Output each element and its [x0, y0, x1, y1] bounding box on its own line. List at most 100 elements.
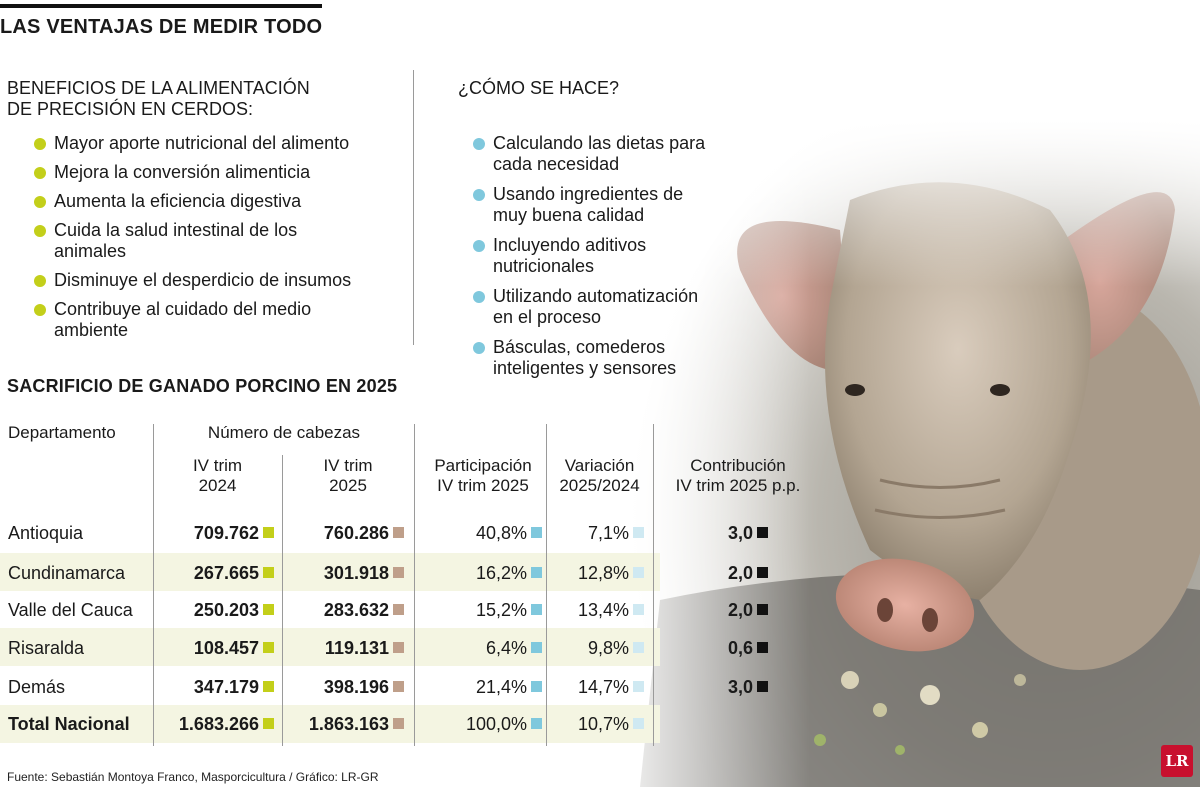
light-cyan-square-icon [633, 642, 644, 653]
value-contribucion: 2,0 [728, 600, 768, 620]
blue-bullet-icon [473, 342, 485, 354]
light-cyan-square-icon [633, 527, 644, 538]
row-shade [0, 553, 660, 591]
green-square-icon [263, 604, 274, 615]
value-2025: 283.632 [324, 600, 404, 620]
brown-square-icon [393, 718, 404, 729]
value-contribucion: 3,0 [728, 523, 768, 543]
cyan-square-icon [531, 642, 542, 653]
blue-bullet-icon [473, 189, 485, 201]
black-square-icon [757, 604, 768, 615]
cyan-square-icon [531, 604, 542, 615]
value-2024: 267.665 [194, 563, 274, 583]
blue-bullet-icon [473, 138, 485, 150]
header-departamento: Departamento [8, 423, 116, 442]
green-square-icon [263, 681, 274, 692]
value-2025: 760.286 [324, 523, 404, 543]
green-square-icon [263, 567, 274, 578]
benefit-item: Disminuye el desperdicio de insumos [34, 270, 414, 291]
header-iv-2025: IV trim 2025 [323, 456, 373, 495]
value-contribucion: 0,6 [728, 638, 768, 658]
row-name: Cundinamarca [8, 563, 126, 583]
value-variacion: 12,8% [578, 563, 644, 583]
brown-square-icon [393, 642, 404, 653]
brown-square-icon [393, 567, 404, 578]
value-participacion: 21,4% [476, 677, 542, 697]
value-variacion: 7,1% [588, 523, 644, 543]
how-item: Incluyendo aditivos nutricionales [473, 235, 743, 277]
black-square-icon [757, 642, 768, 653]
value-2024: 709.762 [194, 523, 274, 543]
green-square-icon [263, 527, 274, 538]
value-participacion: 100,0% [466, 714, 542, 734]
column-divider [546, 424, 547, 746]
value-participacion: 16,2% [476, 563, 542, 583]
benefits-title: BENEFICIOS DE LA ALIMENTACIÓN DE PRECISI… [7, 78, 407, 120]
benefits-list: Mayor aporte nutricional del alimento Me… [34, 133, 414, 349]
benefit-item: Mayor aporte nutricional del alimento [34, 133, 414, 154]
light-cyan-square-icon [633, 604, 644, 615]
row-shade [0, 628, 660, 666]
column-divider [414, 424, 415, 746]
benefit-item: Contribuye al cuidado del medio ambiente [34, 299, 414, 341]
source-note: Fuente: Sebastián Montoya Franco, Maspor… [7, 770, 379, 784]
main-title: LAS VENTAJAS DE MEDIR TODO [0, 16, 323, 38]
value-participacion: 6,4% [486, 638, 542, 658]
green-square-icon [263, 718, 274, 729]
value-2025: 1.863.163 [309, 714, 404, 734]
value-2024: 250.203 [194, 600, 274, 620]
black-square-icon [757, 527, 768, 538]
benefits-title-line1: BENEFICIOS DE LA ALIMENTACIÓN [7, 78, 310, 98]
how-item: Básculas, comederos inteligentes y sensor… [473, 337, 743, 379]
column-divider [153, 424, 154, 746]
pig-photo [600, 120, 1200, 787]
how-item: Usando ingredientes de muy buena calidad [473, 184, 743, 226]
benefit-item: Mejora la conversión alimenticia [34, 162, 414, 183]
cyan-square-icon [531, 718, 542, 729]
table-title: SACRIFICIO DE GANADO PORCINO EN 2025 [7, 376, 398, 396]
black-square-icon [757, 567, 768, 578]
how-item: Calculando las dietas para cada necesidad [473, 133, 743, 175]
header-numero-cabezas: Número de cabezas [207, 423, 361, 442]
green-bullet-icon [34, 275, 46, 287]
how-title: ¿CÓMO SE HACE? [458, 78, 620, 98]
brown-square-icon [393, 604, 404, 615]
green-bullet-icon [34, 196, 46, 208]
light-cyan-square-icon [633, 718, 644, 729]
green-square-icon [263, 642, 274, 653]
value-participacion: 40,8% [476, 523, 542, 543]
value-2024: 108.457 [194, 638, 274, 658]
row-name: Valle del Cauca [8, 600, 133, 620]
green-bullet-icon [34, 225, 46, 237]
green-bullet-icon [34, 304, 46, 316]
value-contribucion: 3,0 [728, 677, 768, 697]
brown-square-icon [393, 681, 404, 692]
blue-bullet-icon [473, 240, 485, 252]
blue-bullet-icon [473, 291, 485, 303]
how-list: Calculando las dietas para cada necesidad… [473, 133, 743, 388]
green-bullet-icon [34, 138, 46, 150]
value-2024: 1.683.266 [179, 714, 274, 734]
lr-logo: LR [1161, 745, 1193, 777]
row-name: Antioquia [8, 523, 84, 543]
row-shade [0, 705, 660, 743]
value-contribucion: 2,0 [728, 563, 768, 583]
header-contribucion: Contribución IV trim 2025 p.p. [675, 456, 801, 495]
row-name: Total Nacional [8, 714, 130, 734]
light-cyan-square-icon [633, 681, 644, 692]
column-divider [653, 424, 654, 746]
value-participacion: 15,2% [476, 600, 542, 620]
header-iv-2024: IV trim 2024 [192, 456, 243, 495]
value-2025: 301.918 [324, 563, 404, 583]
value-variacion: 10,7% [578, 714, 644, 734]
how-item: Utilizando automatización en el proceso [473, 286, 743, 328]
value-2025: 119.131 [325, 638, 404, 658]
top-rule [0, 4, 322, 8]
value-variacion: 13,4% [578, 600, 644, 620]
benefit-item: Aumenta la eficiencia digestiva [34, 191, 414, 212]
row-name: Demás [8, 677, 66, 697]
benefits-title-line2: DE PRECISIÓN EN CERDOS: [7, 99, 254, 119]
black-square-icon [757, 681, 768, 692]
cyan-square-icon [531, 681, 542, 692]
section-divider [413, 70, 414, 345]
